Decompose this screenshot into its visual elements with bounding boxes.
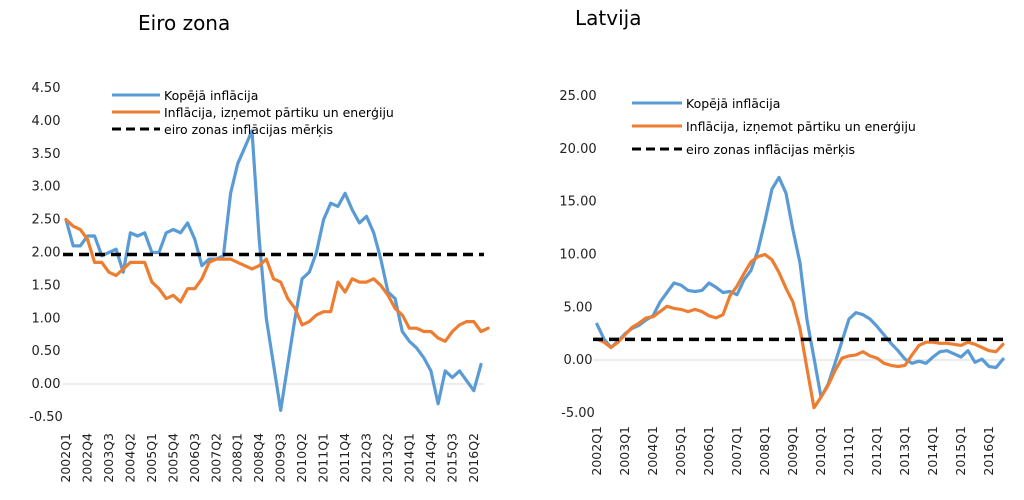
x-tick-label: 2013Q2 xyxy=(380,433,395,483)
x-tick-label: 2002Q1 xyxy=(589,426,604,476)
legend-label: eiro zonas inflācijas mērķis xyxy=(164,122,333,137)
x-tick-label: 2007Q1 xyxy=(729,426,744,476)
x-tick-label: 2009Q1 xyxy=(785,426,800,476)
x-tick-label: 2002Q4 xyxy=(79,433,94,483)
x-tick-label: 2007Q2 xyxy=(208,433,223,483)
y-tick-label: 0.00 xyxy=(564,353,593,368)
legend: Kopējā inflācija Inflācija, izņemot pārt… xyxy=(632,96,916,157)
x-tick-label: 2014Q1 xyxy=(925,426,940,476)
legend-label: Inflācija, izņemot pārtiku un enerģiju xyxy=(686,119,916,134)
y-tick-label: -0.50 xyxy=(29,410,63,425)
y-tick-label: 10.00 xyxy=(559,248,596,263)
legend: Kopējā inflācija Inflācija, izņemot pārt… xyxy=(112,88,394,137)
y-tick-label: 1.00 xyxy=(32,311,61,326)
y-tick-label: 4.00 xyxy=(32,114,61,129)
legend-label: Kopējā inflācija xyxy=(686,96,780,111)
x-tick-label: 2005Q4 xyxy=(165,433,180,483)
x-axis: 2002Q1 2002Q4 2003Q3 2004Q2 2005Q1 2005Q4 2006… xyxy=(58,433,481,483)
x-tick-label: 2008Q1 xyxy=(757,426,772,476)
y-tick-label: 5.00 xyxy=(564,300,593,315)
y-tick-label: 0.50 xyxy=(32,344,61,359)
x-tick-label: 2012Q1 xyxy=(869,426,884,476)
y-tick-label: 3.00 xyxy=(32,180,61,195)
plot-lines xyxy=(593,175,1005,410)
series-line-core xyxy=(64,218,490,343)
y-tick-label: 4.50 xyxy=(32,81,61,96)
chart-title: Latvija xyxy=(575,6,641,30)
x-tick-label: 2011Q1 xyxy=(841,426,856,476)
y-tick-label: 20.00 xyxy=(559,142,596,157)
legend-label: Inflācija, izņemot pārtiku un enerģiju xyxy=(164,105,394,120)
x-tick-label: 2014Q1 xyxy=(401,433,416,483)
x-tick-label: 2015Q3 xyxy=(444,433,459,483)
x-tick-label: 2003Q1 xyxy=(617,426,632,476)
chart-title: Eiro zona xyxy=(138,11,230,35)
y-tick-label: 25.00 xyxy=(559,89,596,104)
y-tick-label: 1.50 xyxy=(32,278,61,293)
x-tick-label: 2014Q4 xyxy=(423,433,438,483)
x-tick-label: 2011Q4 xyxy=(337,433,352,483)
y-tick-label: -5.00 xyxy=(561,406,595,421)
x-tick-label: 2009Q3 xyxy=(273,433,288,483)
x-tick-label: 2005Q1 xyxy=(673,426,688,476)
x-tick-label: 2005Q1 xyxy=(144,433,159,483)
series-line-core xyxy=(595,252,1005,410)
chart-latvija: Latvija 25.00 20.00 15.00 10.00 5.00 0.00 -5.0… xyxy=(559,6,1006,476)
plot-lines xyxy=(63,129,490,412)
series-line-headline xyxy=(64,129,483,412)
x-tick-label: 2015Q1 xyxy=(953,426,968,476)
y-tick-label: 2.00 xyxy=(32,246,61,261)
x-tick-label: 2010Q2 xyxy=(294,433,309,483)
x-tick-label: 2016Q1 xyxy=(981,426,996,476)
x-tick-label: 2016Q2 xyxy=(466,433,481,483)
x-tick-label: 2013Q1 xyxy=(897,426,912,476)
y-axis: 4.50 4.00 3.50 3.00 2.50 2.00 1.50 1.00 0.50 0.00… xyxy=(29,81,63,425)
x-tick-label: 2004Q1 xyxy=(645,426,660,476)
x-axis: 2002Q1 2003Q1 2004Q1 2005Q1 2006Q1 2007Q1 2008… xyxy=(589,426,996,476)
y-tick-label: 15.00 xyxy=(559,195,596,210)
x-tick-label: 2002Q1 xyxy=(58,433,73,483)
series-line-headline xyxy=(595,175,1005,399)
y-axis: 25.00 20.00 15.00 10.00 5.00 0.00 -5.00 xyxy=(559,89,596,421)
x-tick-label: 2006Q3 xyxy=(187,433,202,483)
x-tick-label: 2006Q1 xyxy=(701,426,716,476)
y-tick-label: 2.50 xyxy=(32,213,61,228)
x-tick-label: 2012Q3 xyxy=(359,433,374,483)
x-tick-label: 2008Q4 xyxy=(251,433,266,483)
y-tick-label: 3.50 xyxy=(32,147,61,162)
x-tick-label: 2010Q1 xyxy=(813,426,828,476)
x-tick-label: 2004Q2 xyxy=(122,433,137,483)
x-tick-label: 2008Q1 xyxy=(230,433,245,483)
x-tick-label: 2003Q3 xyxy=(101,433,116,483)
y-tick-label: 0.00 xyxy=(32,377,61,392)
chart-eiro-zona: Eiro zona 4.50 4.00 3.50 3.00 2.50 2.00 1.50 1.… xyxy=(29,11,490,483)
x-tick-label: 2011Q1 xyxy=(316,433,331,483)
legend-label: Kopējā inflācija xyxy=(164,88,258,103)
legend-label: eiro zonas inflācijas mērķis xyxy=(686,142,855,157)
